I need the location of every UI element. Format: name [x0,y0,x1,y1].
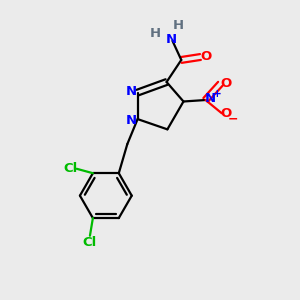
Text: O: O [200,50,212,63]
Text: Cl: Cl [63,162,77,175]
Text: H: H [173,19,184,32]
Text: −: − [228,112,238,125]
Text: O: O [220,77,231,90]
Text: +: + [212,88,221,98]
Text: N: N [165,33,176,46]
Text: O: O [220,107,232,120]
Text: N: N [204,92,215,105]
Text: H: H [150,27,161,40]
Text: N: N [126,85,137,98]
Text: Cl: Cl [82,236,97,249]
Text: N: N [126,114,137,127]
